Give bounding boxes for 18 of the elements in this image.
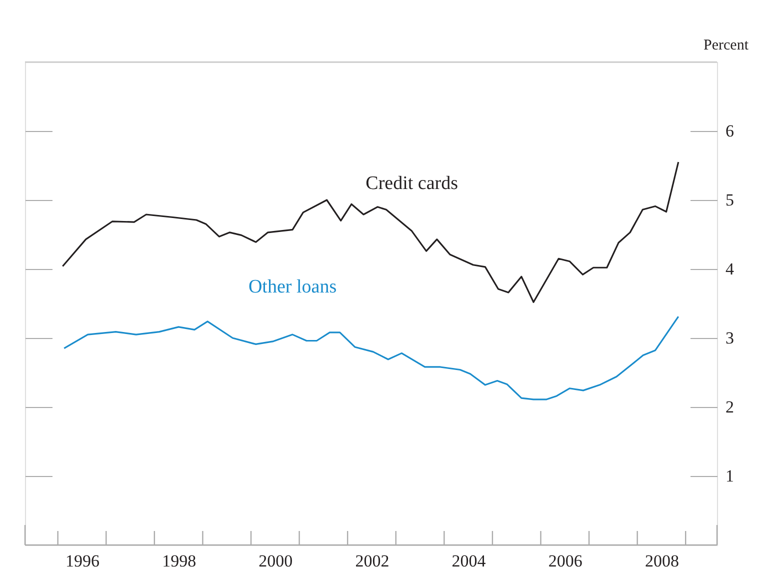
line-series bbox=[63, 316, 680, 400]
x-tick-label: 2002 bbox=[355, 552, 390, 570]
series-label: Credit cards bbox=[366, 173, 458, 194]
x-tick-label: 2000 bbox=[258, 552, 293, 570]
y-tick-label: 6 bbox=[726, 122, 734, 140]
series-label: Other loans bbox=[248, 276, 337, 298]
y-axis-title: Percent bbox=[704, 38, 750, 54]
y-tick-label: 3 bbox=[726, 328, 734, 348]
x-tick-label: 2004 bbox=[452, 552, 486, 570]
x-tick-label: 2008 bbox=[644, 552, 679, 570]
y-tick-label: 2 bbox=[726, 398, 734, 416]
x-tick-label: 1998 bbox=[162, 552, 196, 570]
y-tick-label: 5 bbox=[726, 190, 734, 210]
x-tick-label: 2006 bbox=[548, 552, 582, 570]
x-tick-label: 1996 bbox=[65, 552, 100, 570]
y-tick-label: 1 bbox=[726, 466, 734, 486]
line-series bbox=[62, 161, 680, 303]
y-tick-label: 4 bbox=[726, 260, 734, 278]
